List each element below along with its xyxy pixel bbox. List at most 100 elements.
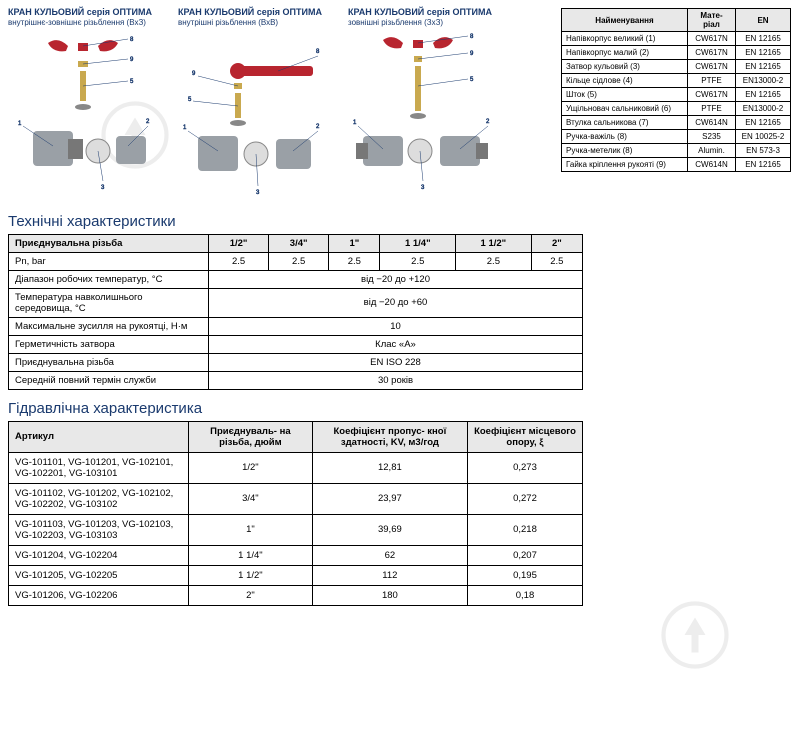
cell-label: Максимальне зусилля на рукоятці, Н·м — [9, 317, 209, 335]
svg-text:8: 8 — [316, 49, 320, 55]
cell-material: Alumin. — [688, 144, 736, 158]
diagrams-row: КРАН КУЛЬОВИЙ серія ОПТИМА внутрішнє-зов… — [8, 8, 551, 201]
cell-value: 62 — [312, 545, 467, 565]
cell-value: 2.5 — [380, 252, 456, 270]
materials-th-material: Мате- ріал — [688, 9, 736, 32]
cell-en: EN 12165 — [736, 32, 791, 46]
cell-label: Температура навколишнього середовища, °С — [9, 288, 209, 317]
cell-label: Pn, bar — [9, 252, 209, 270]
diagram-2: КРАН КУЛЬОВИЙ серія ОПТИМА внутрішні різ… — [178, 8, 328, 201]
cell-value: 1/2" — [189, 452, 313, 483]
hydro-th: Артикул — [9, 421, 189, 452]
cell-en: EN13000-2 — [736, 102, 791, 116]
cell-material: CW614N — [688, 158, 736, 172]
table-row: Шток (5)CW617NEN 12165 — [562, 88, 791, 102]
table-row: VG-101102, VG-101202, VG-102102, VG-1022… — [9, 483, 583, 514]
diagram-subtitle: внутрішнє-зовнішнє різьблення (ВхЗ) — [8, 18, 158, 27]
table-row: VG-101205, VG-1022051 1/2"1120,195 — [9, 565, 583, 585]
table-row: VG-101206, VG-1022062"1800,18 — [9, 585, 583, 605]
cell-article: VG-101101, VG-101201, VG-102101, VG-1022… — [9, 452, 189, 483]
cell-name: Кільце сідлове (4) — [562, 74, 688, 88]
cell-value: EN ISO 228 — [209, 353, 583, 371]
cell-material: CW617N — [688, 32, 736, 46]
watermark-icon — [660, 600, 730, 670]
hydro-th: Коефіцієнт місцевого опору, ξ — [467, 421, 582, 452]
cell-value: 39,69 — [312, 514, 467, 545]
tech-th-size: 1 1/4" — [380, 234, 456, 252]
cell-en: EN 12165 — [736, 158, 791, 172]
cell-value: 0,18 — [467, 585, 582, 605]
cell-name: Напівкорпус великий (1) — [562, 32, 688, 46]
svg-text:9: 9 — [470, 51, 474, 57]
tech-th-label: Приєднувальна різьба — [9, 234, 209, 252]
table-row: Напівкорпус малий (2)CW617NEN 12165 — [562, 46, 791, 60]
cell-material: S235 — [688, 130, 736, 144]
cell-value: 1 1/4" — [189, 545, 313, 565]
svg-text:2: 2 — [146, 119, 150, 125]
cell-value: від −20 до +120 — [209, 270, 583, 288]
table-row: Затвор кульовий (3)CW617NEN 12165 — [562, 60, 791, 74]
cell-value: 2.5 — [209, 252, 269, 270]
cell-value: 0,195 — [467, 565, 582, 585]
svg-text:1: 1 — [183, 125, 187, 131]
table-row: Ручка-метелик (8)Alumin.EN 573-3 — [562, 144, 791, 158]
cell-material: PTFE — [688, 74, 736, 88]
cell-label: Герметичність затвора — [9, 335, 209, 353]
cell-value: 2.5 — [531, 252, 582, 270]
valve-exploded-icon: 8 9 5 1 3 2 — [8, 31, 158, 201]
hydro-th: Приєднуваль- на різьба, дюйм — [189, 421, 313, 452]
cell-name: Шток (5) — [562, 88, 688, 102]
cell-label: Середній повний термін служби — [9, 371, 209, 389]
cell-en: EN 10025-2 — [736, 130, 791, 144]
cell-value: 0,207 — [467, 545, 582, 565]
cell-article: VG-101206, VG-102206 — [9, 585, 189, 605]
cell-material: CW614N — [688, 116, 736, 130]
cell-value: Клас «А» — [209, 335, 583, 353]
cell-value: 1" — [189, 514, 313, 545]
svg-text:9: 9 — [192, 71, 196, 77]
tech-table: Приєднувальна різьба1/2"3/4"1"1 1/4"1 1/… — [8, 234, 583, 390]
svg-text:2: 2 — [316, 124, 320, 130]
cell-label: Діапазон робочих температур, °С — [9, 270, 209, 288]
tech-th-size: 1 1/2" — [456, 234, 532, 252]
cell-name: Ручка-важіль (8) — [562, 130, 688, 144]
materials-th-name: Найменування — [562, 9, 688, 32]
svg-text:3: 3 — [256, 190, 260, 196]
svg-text:5: 5 — [130, 79, 134, 85]
cell-article: VG-101103, VG-101203, VG-102103, VG-1022… — [9, 514, 189, 545]
tech-th-size: 3/4" — [269, 234, 329, 252]
svg-text:2: 2 — [486, 119, 490, 125]
svg-text:1: 1 — [353, 120, 357, 126]
valve-exploded-icon: 8 9 5 1 3 2 — [348, 31, 498, 201]
cell-value: 1 1/2" — [189, 565, 313, 585]
tech-th-size: 1/2" — [209, 234, 269, 252]
tech-th-size: 1" — [329, 234, 380, 252]
svg-text:3: 3 — [421, 185, 425, 191]
top-section: КРАН КУЛЬОВИЙ серія ОПТИМА внутрішнє-зов… — [8, 8, 791, 201]
cell-en: EN 12165 — [736, 60, 791, 74]
table-row: VG-101101, VG-101201, VG-102101, VG-1022… — [9, 452, 583, 483]
cell-material: PTFE — [688, 102, 736, 116]
valve-exploded-icon: 8 9 5 1 3 2 — [178, 31, 328, 201]
svg-text:5: 5 — [188, 97, 192, 103]
cell-name: Гайка кріплення рукояті (9) — [562, 158, 688, 172]
cell-name: Ручка-метелик (8) — [562, 144, 688, 158]
svg-text:8: 8 — [130, 37, 134, 43]
cell-en: EN13000-2 — [736, 74, 791, 88]
cell-value: 2.5 — [456, 252, 532, 270]
table-row: Середній повний термін служби30 років — [9, 371, 583, 389]
svg-text:1: 1 — [18, 121, 22, 127]
cell-value: 2" — [189, 585, 313, 605]
svg-text:8: 8 — [470, 34, 474, 40]
cell-value: 2.5 — [269, 252, 329, 270]
cell-value: 30 років — [209, 371, 583, 389]
diagram-subtitle: зовнішні різьблення (ЗхЗ) — [348, 18, 498, 27]
cell-value: 10 — [209, 317, 583, 335]
svg-text:3: 3 — [101, 185, 105, 191]
cell-article: VG-101204, VG-102204 — [9, 545, 189, 565]
cell-article: VG-101102, VG-101202, VG-102102, VG-1022… — [9, 483, 189, 514]
diagram-title: КРАН КУЛЬОВИЙ серія ОПТИМА — [178, 8, 328, 18]
table-row: Приєднувальна різьбаEN ISO 228 — [9, 353, 583, 371]
cell-en: EN 573-3 — [736, 144, 791, 158]
materials-table: Найменування Мате- ріал EN Напівкорпус в… — [561, 8, 791, 172]
